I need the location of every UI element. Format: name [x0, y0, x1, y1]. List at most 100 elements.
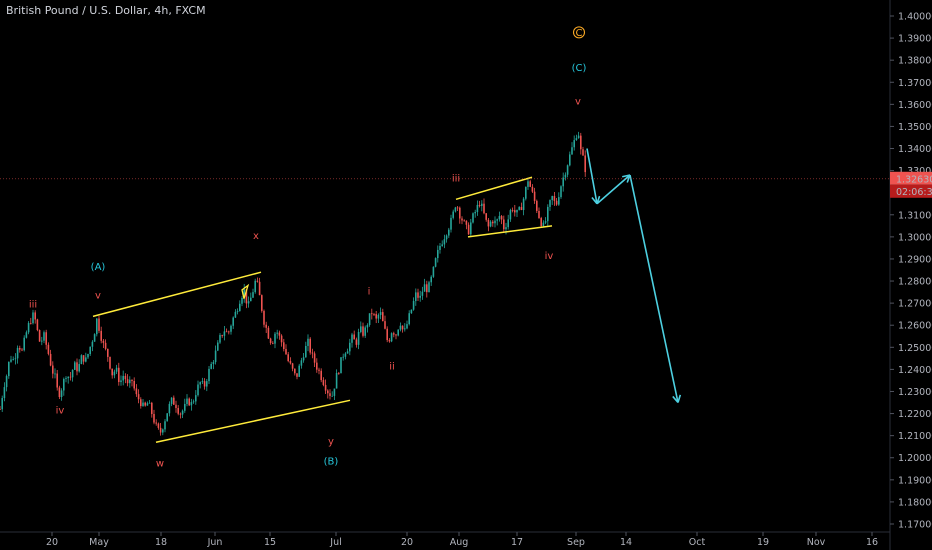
price-tick-label: 1.23000	[898, 387, 932, 398]
time-tick-label: Jun	[207, 537, 223, 548]
candle-body	[38, 330, 41, 342]
candle-body	[91, 341, 94, 347]
projection-arrowhead	[591, 197, 598, 205]
candle-body	[333, 388, 336, 396]
wave-label: v	[95, 291, 101, 302]
price-tick-label: 1.24000	[898, 365, 932, 376]
candle-body	[148, 402, 151, 404]
current-price-badge	[890, 171, 932, 185]
candle-body	[511, 210, 514, 211]
candle-body	[355, 339, 358, 345]
candle-body	[82, 355, 85, 362]
candle-body	[529, 181, 531, 187]
wave-label: iv	[545, 251, 554, 262]
candle-body	[21, 349, 23, 351]
candle-body	[522, 198, 525, 211]
candle-body	[210, 364, 212, 369]
candle-body	[316, 362, 318, 370]
candle-body	[285, 349, 287, 355]
candle-body	[41, 340, 43, 342]
wave-label: iv	[56, 406, 65, 417]
candle-body	[56, 373, 58, 388]
candle-body	[470, 222, 472, 235]
candle-body	[575, 138, 578, 141]
candle-body	[412, 301, 415, 310]
channel-upper-1	[92, 271, 262, 318]
candle-body	[280, 335, 283, 343]
candle-body	[159, 427, 162, 433]
candle-body	[580, 135, 582, 150]
candle-body	[421, 291, 424, 296]
candle-body	[221, 335, 223, 336]
candle-body	[258, 281, 261, 296]
time-tick-label: 14	[620, 537, 632, 548]
wave-label: x	[253, 231, 259, 242]
candle-body	[184, 403, 186, 411]
candle-body	[465, 220, 468, 225]
wave-label: w	[156, 459, 164, 470]
price-tick-label: 1.34000	[898, 144, 932, 155]
candle-body	[549, 200, 551, 207]
chart-title: British Pound / U.S. Dollar, 4h, FXCM	[6, 4, 206, 17]
candle-body	[375, 314, 377, 319]
candle-body	[518, 207, 520, 210]
candle-body	[173, 397, 175, 405]
candle-body	[49, 353, 52, 366]
time-tick-label: Aug	[450, 537, 469, 548]
candle-body	[65, 378, 67, 380]
price-tick-label: 1.30000	[898, 232, 932, 243]
projection-arrowhead	[677, 394, 682, 403]
channel-lower-1	[155, 399, 351, 444]
candle-body	[357, 331, 360, 345]
candle-body	[142, 402, 144, 407]
candle-body	[188, 398, 190, 406]
candle-body	[87, 353, 89, 358]
candle-body	[569, 154, 571, 166]
trendlines-layer	[92, 176, 553, 444]
candle-body	[340, 357, 342, 374]
candle-body	[74, 362, 76, 370]
candle-body	[186, 398, 188, 404]
candle-body	[170, 397, 173, 404]
wave-label: C	[576, 28, 583, 39]
candle-body	[60, 390, 63, 398]
candle-body	[113, 371, 116, 376]
candle-body	[450, 217, 452, 230]
time-axis[interactable]: 20 May 18 Jun 15 Jul 20 Aug 17 Sep 14 Oct 19 Nov 16	[46, 532, 878, 548]
candle-body	[155, 422, 157, 424]
candle-body	[307, 338, 309, 346]
price-axis[interactable]: 1.40000 1.39000 1.38000 1.37000 1.36000 1.350…	[890, 12, 932, 531]
candle-body	[329, 393, 331, 396]
candle-body	[313, 353, 316, 363]
candle-body	[151, 402, 153, 414]
candle-body	[542, 222, 545, 227]
price-tick-label: 1.17000	[898, 520, 932, 531]
candle-body	[582, 149, 584, 156]
candle-body	[10, 359, 12, 362]
candle-body	[311, 352, 314, 354]
candle-body	[164, 421, 166, 430]
candle-body	[201, 381, 204, 383]
candle-body	[80, 355, 83, 364]
price-tick-label: 1.27000	[898, 299, 932, 310]
candle-body	[481, 203, 483, 206]
candle-body	[118, 367, 120, 383]
candle-body	[27, 323, 30, 333]
price-tick-label: 1.26000	[898, 321, 932, 332]
candle-body	[294, 368, 296, 374]
candle-body	[32, 312, 34, 324]
time-tick-label: 17	[511, 537, 523, 548]
candle-body	[551, 196, 553, 201]
candle-body	[131, 379, 133, 381]
candle-body	[300, 360, 303, 366]
wave-label-circle	[572, 26, 586, 39]
candle-body	[89, 346, 91, 354]
candle-body	[335, 372, 338, 389]
candle-body	[8, 361, 10, 377]
candle-body	[467, 224, 470, 235]
projection-arrowhead	[672, 395, 679, 404]
candle-body	[483, 203, 485, 214]
candle-body	[459, 207, 461, 219]
